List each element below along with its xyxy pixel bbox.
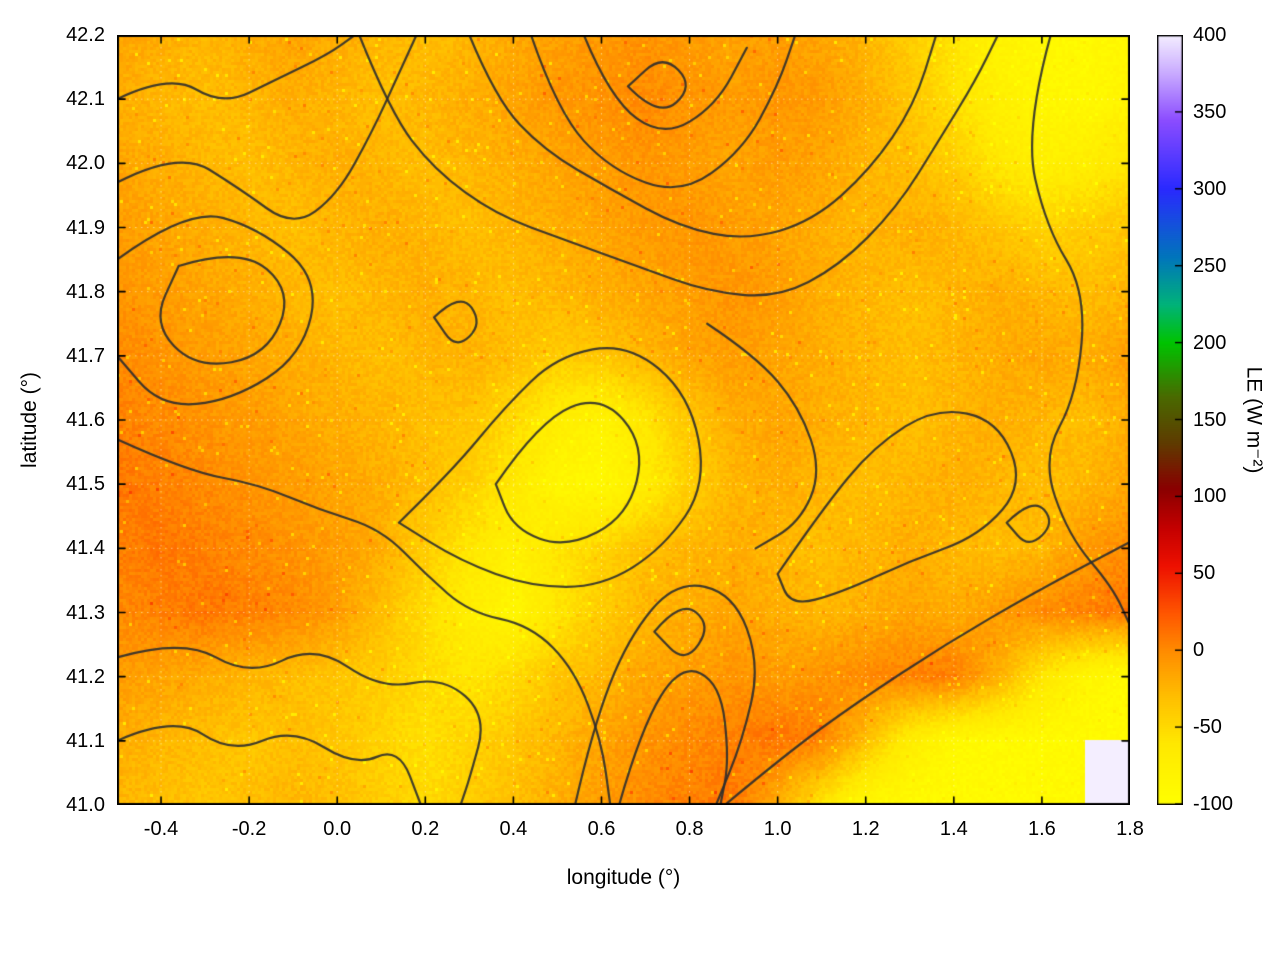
y-tick-label: 41.3 <box>66 601 105 624</box>
colorbar-tick-label: 300 <box>1193 177 1227 200</box>
colorbar-label: LE (W m⁻²) <box>1242 366 1266 474</box>
x-tick-label: 0.8 <box>675 818 704 840</box>
colorbar-tick-label: 400 <box>1193 24 1227 46</box>
y-tick-label: 42.0 <box>66 152 105 175</box>
y-tick-label: 41.9 <box>66 216 105 239</box>
y-tick-label: 41.5 <box>66 473 105 496</box>
colorbar-tick-label: 200 <box>1193 331 1227 354</box>
heatmap-canvas <box>117 35 1130 805</box>
y-tick-label: 41.8 <box>66 280 105 303</box>
x-tick-label: 1.0 <box>763 818 792 840</box>
x-tick-label: 1.2 <box>851 818 880 840</box>
colorbar-tick-label: 0 <box>1193 639 1205 662</box>
x-tick-label: -0.4 <box>143 818 179 840</box>
y-tick-label: 41.1 <box>66 729 105 752</box>
colorbar-tick-label: 100 <box>1193 485 1227 508</box>
y-tick-label: 41.0 <box>66 794 105 816</box>
y-tick-label: 41.2 <box>66 665 105 688</box>
y-tick-label: 42.2 <box>66 24 105 46</box>
x-tick-label: 1.6 <box>1028 818 1056 840</box>
x-tick-label: 0.4 <box>499 818 528 840</box>
x-tick-label: 0.0 <box>323 818 352 840</box>
x-tick-label: 0.6 <box>587 818 616 840</box>
x-tick-label: -0.2 <box>231 818 267 840</box>
colorbar-tick-label: 350 <box>1193 100 1227 123</box>
colorbar-tick-label: 50 <box>1193 562 1216 585</box>
y-tick-label: 41.6 <box>66 409 105 431</box>
colorbar-canvas <box>1157 35 1183 805</box>
y-tick-label: 41.7 <box>66 344 105 367</box>
x-tick-label: 1.8 <box>1116 818 1144 840</box>
x-axis-label: longitude (°) <box>566 866 681 889</box>
colorbar-tick-label: -50 <box>1193 716 1222 739</box>
x-tick-label: 0.2 <box>411 818 440 840</box>
y-tick-label: 41.4 <box>66 537 105 560</box>
y-axis-label: latitude (°) <box>18 372 41 468</box>
colorbar-tick-label: -100 <box>1193 793 1234 815</box>
colorbar-tick-label: 150 <box>1193 408 1227 431</box>
colorbar-tick-label: 250 <box>1193 254 1227 277</box>
y-tick-label: 42.1 <box>66 88 105 111</box>
x-tick-label: 1.4 <box>939 818 968 840</box>
